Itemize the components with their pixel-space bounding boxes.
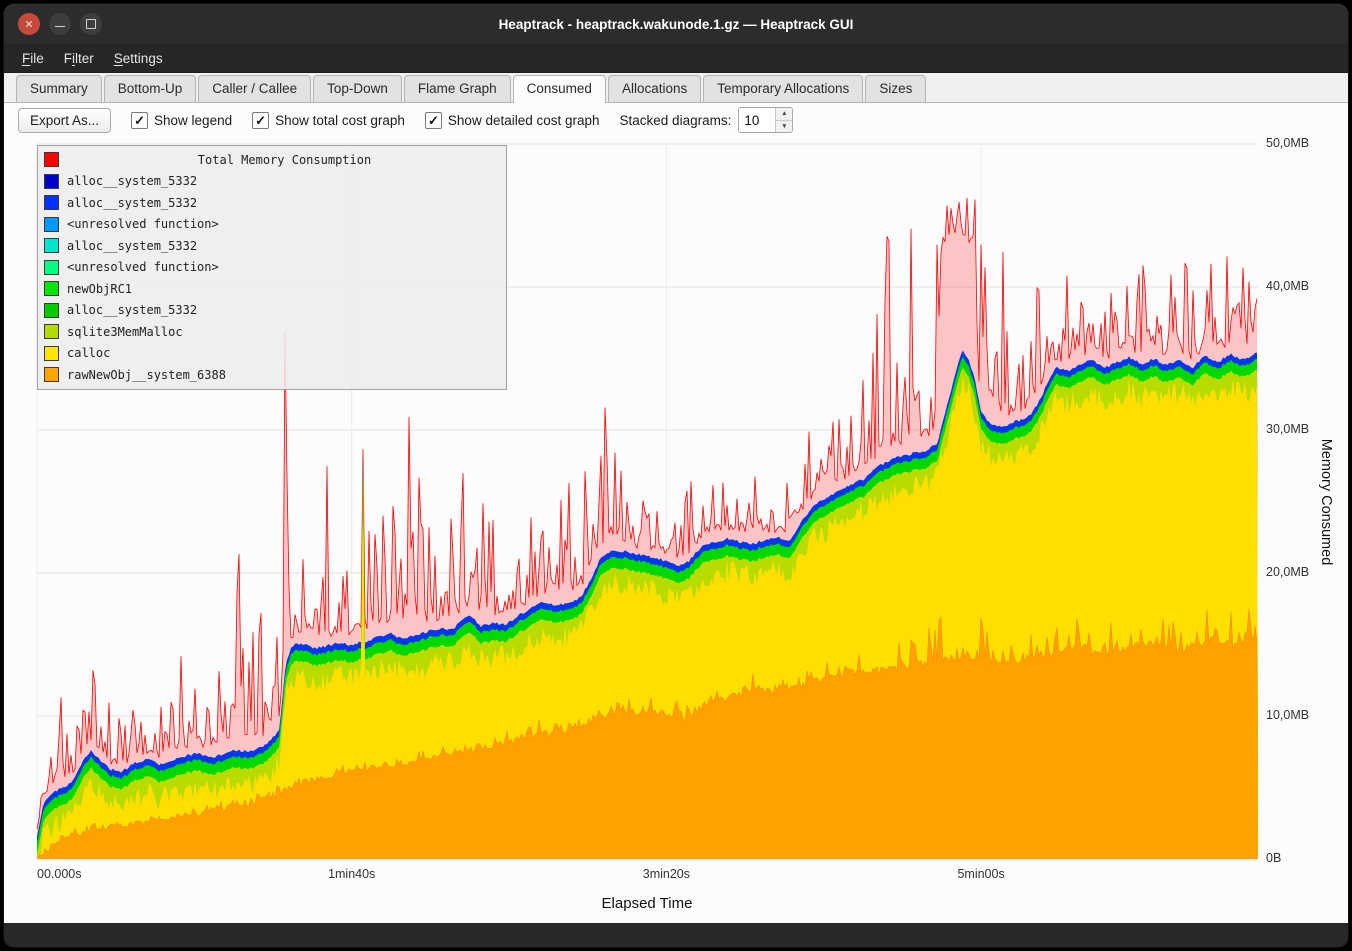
x-tick-label: 3min20s (643, 867, 690, 881)
x-axis-label: Elapsed Time (602, 895, 693, 912)
legend-swatch (44, 303, 59, 318)
legend-item: <unresolved function> (42, 257, 502, 279)
legend-item: <unresolved function> (42, 214, 502, 236)
legend-label: Total Memory Consumption (67, 153, 502, 167)
y-tick-label: 30,0MB (1266, 422, 1309, 436)
menu-item-file[interactable]: File (12, 47, 54, 70)
legend-label: alloc__system_5332 (67, 174, 197, 188)
legend-item: alloc__system_5332 (42, 192, 502, 214)
checkbox-checkmark-icon: ✓ (425, 112, 442, 129)
legend-swatch (44, 346, 59, 361)
x-tick-label: 1min40s (328, 867, 375, 881)
legend-label: calloc (67, 346, 110, 360)
checkbox-checkmark-icon: ✓ (131, 112, 148, 129)
legend-item: alloc__system_5332 (42, 171, 502, 193)
legend-item: sqlite3MemMalloc (42, 321, 502, 343)
legend-swatch (44, 281, 59, 296)
tab-bar: SummaryBottom-UpCaller / CalleeTop-DownF… (4, 73, 1348, 103)
spin-down-arrow-icon: ▼ (781, 123, 787, 130)
legend-swatch (44, 195, 59, 210)
legend-swatch (44, 367, 59, 382)
legend-item: calloc (42, 343, 502, 365)
spin-up-button[interactable]: ▲ (776, 108, 792, 121)
menu-item-filter[interactable]: Filter (54, 47, 104, 70)
legend-item: newObjRC1 (42, 278, 502, 300)
checkbox-label: Show detailed cost graph (448, 113, 600, 128)
y-tick-label: 10,0MB (1266, 708, 1309, 722)
checkbox-checkmark-icon: ✓ (252, 112, 269, 129)
maximize-icon (86, 19, 96, 29)
legend-item: alloc__system_5332 (42, 235, 502, 257)
legend-label: alloc__system_5332 (67, 239, 197, 253)
window-title: Heaptrack - heaptrack.wakunode.1.gz — He… (4, 17, 1348, 32)
titlebar: ✕ Heaptrack - heaptrack.wakunode.1.gz — … (4, 4, 1348, 44)
spin-down-button[interactable]: ▼ (776, 121, 792, 133)
legend-title-row: Total Memory Consumption (42, 149, 502, 171)
tab-caller-callee[interactable]: Caller / Callee (198, 75, 311, 102)
legend-swatch (44, 260, 59, 275)
legend-swatch (44, 152, 59, 167)
spin-up-arrow-icon: ▲ (781, 110, 787, 117)
y-tick-label: 0B (1266, 851, 1281, 865)
export-as-button[interactable]: Export As... (18, 108, 111, 133)
legend-item: rawNewObj__system_6388 (42, 364, 502, 386)
tab-consumed[interactable]: Consumed (513, 75, 606, 103)
legend-swatch (44, 174, 59, 189)
y-tick-label: 20,0MB (1266, 565, 1309, 579)
toolbar: Export As... ✓ Show legend ✓ Show total cos… (4, 103, 1348, 137)
minimize-button[interactable] (49, 13, 71, 35)
close-icon: ✕ (24, 18, 33, 31)
x-tick-label: 5min00s (957, 867, 1004, 881)
menu-item-settings[interactable]: Settings (104, 47, 173, 70)
tab-bottom-up[interactable]: Bottom-Up (104, 75, 197, 102)
maximize-button[interactable] (80, 13, 102, 35)
window-footer (4, 923, 1348, 947)
window-controls: ✕ (18, 13, 102, 35)
legend-label: sqlite3MemMalloc (67, 325, 183, 339)
tab-top-down[interactable]: Top-Down (313, 75, 402, 102)
spin-buttons: ▲ ▼ (775, 108, 792, 132)
legend-label: alloc__system_5332 (67, 196, 197, 210)
tab-flame-graph[interactable]: Flame Graph (404, 75, 511, 102)
checkbox-show-detailed-cost-graph[interactable]: ✓ Show detailed cost graph (425, 112, 600, 129)
y-tick-label: 40,0MB (1266, 279, 1309, 293)
stacked-diagrams-label: Stacked diagrams: (620, 113, 732, 128)
chart-legend: Total Memory Consumption alloc__system_53… (37, 145, 507, 390)
x-tick-label: 00.000s (37, 867, 81, 881)
main-content: SummaryBottom-UpCaller / CalleeTop-DownF… (4, 73, 1348, 923)
tab-summary[interactable]: Summary (16, 75, 102, 102)
legend-label: newObjRC1 (67, 282, 132, 296)
legend-swatch (44, 324, 59, 339)
legend-label: alloc__system_5332 (67, 303, 197, 317)
legend-label: <unresolved function> (67, 260, 219, 274)
minimize-icon (55, 26, 65, 28)
stacked-diagrams-value[interactable]: 10 (739, 108, 775, 132)
y-tick-label: 50,0MB (1266, 136, 1309, 150)
toolbar-checkboxes: ✓ Show legend ✓ Show total cost graph ✓ Show … (131, 112, 600, 129)
chart-area: Total Memory Consumption alloc__system_53… (4, 137, 1348, 923)
checkbox-label: Show total cost graph (275, 113, 405, 128)
tab-sizes[interactable]: Sizes (865, 75, 926, 102)
close-button[interactable]: ✕ (18, 13, 40, 35)
stacked-diagrams-group: Stacked diagrams: 10 ▲ ▼ (620, 107, 794, 133)
tab-allocations[interactable]: Allocations (608, 75, 701, 102)
tab-temporary-allocations[interactable]: Temporary Allocations (703, 75, 863, 102)
checkbox-show-legend[interactable]: ✓ Show legend (131, 112, 232, 129)
legend-label: <unresolved function> (67, 217, 219, 231)
checkbox-label: Show legend (154, 113, 232, 128)
legend-label: rawNewObj__system_6388 (67, 368, 226, 382)
checkbox-show-total-cost-graph[interactable]: ✓ Show total cost graph (252, 112, 405, 129)
heaptrack-window: ✕ Heaptrack - heaptrack.wakunode.1.gz — … (4, 4, 1348, 947)
legend-swatch (44, 217, 59, 232)
stacked-diagrams-spinbox[interactable]: 10 ▲ ▼ (738, 107, 793, 133)
legend-item: alloc__system_5332 (42, 300, 502, 322)
legend-swatch (44, 238, 59, 253)
menubar: FileFilterSettings (4, 44, 1348, 73)
y-axis-label: Memory Consumed (1318, 439, 1334, 566)
